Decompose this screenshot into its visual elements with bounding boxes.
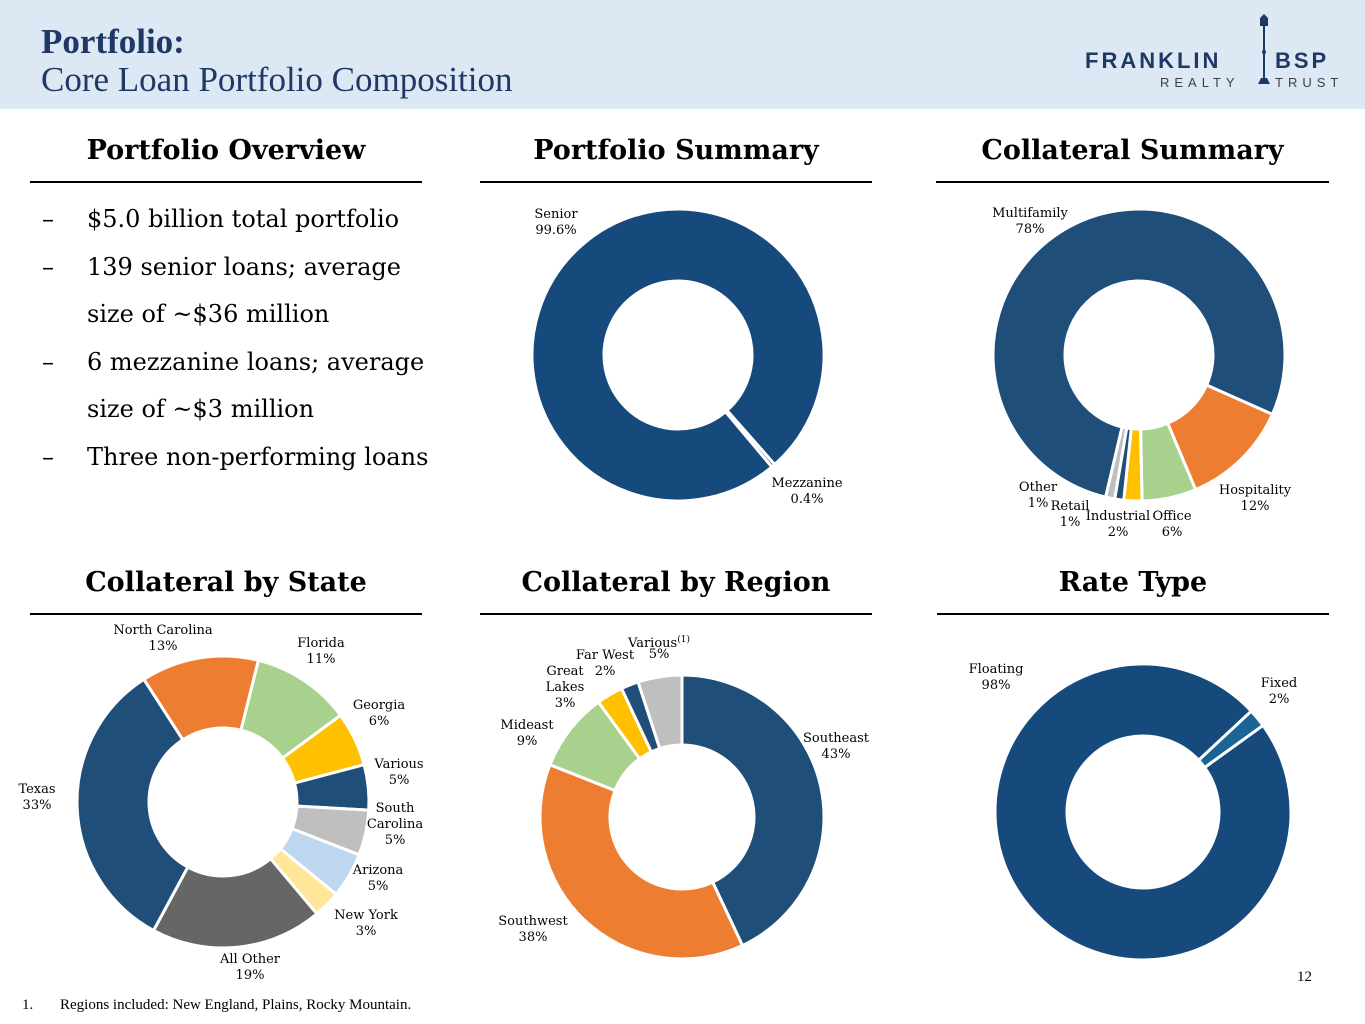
logo-sub-right: TRUST <box>1275 75 1344 90</box>
section-rule <box>937 613 1329 615</box>
collateral-by-state-slice-label: Florida 11% <box>297 636 345 667</box>
section-title-rate-type: Rate Type <box>1058 567 1208 598</box>
portfolio-summary-slice <box>723 408 777 469</box>
overview-bullet: –139 senior loans; average size of ~$36 … <box>42 244 432 339</box>
collateral-by-state-slice-label: Various 5% <box>373 757 423 788</box>
footnote-text: Regions included: New England, Plains, R… <box>60 997 412 1013</box>
collateral-by-region-slice <box>636 673 684 751</box>
rate-type-slice <box>993 662 1293 962</box>
collateral-by-state-chart: Florida 11% Georgia 6% Various 5% South Carolin… <box>18 623 423 983</box>
collateral-by-region-slice-label: Southwest 38% <box>498 914 568 945</box>
portfolio-summary-chart: Senior 99.6% Mezzanine 0.4% <box>530 207 843 507</box>
footnote-number: 1. <box>22 997 34 1013</box>
page-subtitle: Core Loan Portfolio Composition <box>41 60 513 99</box>
collateral-by-region-slice-label: Mideast 9% <box>500 718 554 749</box>
collateral-by-state-slice <box>75 677 190 933</box>
collateral-summary-slice-label: Office 6% <box>1152 509 1191 540</box>
section-rule <box>480 613 872 615</box>
bullet-dash: – <box>42 205 54 233</box>
rate-type-slice-label: Fixed 2% <box>1261 676 1298 707</box>
collateral-summary-chart: Multifamily 78% Hospitality 12% Office 6%Indu… <box>991 206 1292 540</box>
section-rule <box>30 181 422 183</box>
collateral-by-region-slice-label: Various(1) 5% <box>627 634 690 662</box>
logo-word-right: BSP <box>1275 48 1330 73</box>
collateral-by-state-slice-label: Texas 33% <box>18 782 55 813</box>
page-number: 12 <box>1297 969 1312 985</box>
section-title-collateral-summary: Collateral Summary <box>981 135 1284 166</box>
section-rule <box>936 181 1329 183</box>
collateral-by-state-slice <box>151 856 319 950</box>
collateral-by-state-slice-label: North Carolina 13% <box>113 623 213 654</box>
overview-bullet: – $5.0 billion total portfolio <box>42 196 432 244</box>
portfolio-summary-slice-label: Senior 99.6% <box>534 207 578 238</box>
collateral-by-state-slice <box>141 654 261 742</box>
section-title-overview: Portfolio Overview <box>86 135 366 166</box>
collateral-summary-slice-label: Multifamily 78% <box>992 206 1068 237</box>
lamp-post-icon <box>1258 14 1270 84</box>
rate-type-chart: Fixed 2% Floating 98% <box>969 662 1298 962</box>
collateral-summary-slice-label: Retail 1% <box>1051 499 1090 530</box>
bullet-dash: – <box>42 347 54 376</box>
overview-bullet: –6 mezzanine loans; average size of ~$3 … <box>42 339 432 434</box>
logo-word-left: FRANKLIN <box>1085 48 1222 73</box>
collateral-by-state-slice-label: Arizona 5% <box>352 863 404 894</box>
collateral-by-state-slice-label: South Carolina 5% <box>367 801 423 848</box>
section-title-portfolio-summary: Portfolio Summary <box>533 135 819 166</box>
collateral-summary-slice-label: Other 1% <box>1019 480 1058 511</box>
collateral-by-state-slice-label: Georgia 6% <box>353 698 406 729</box>
collateral-by-state-slice-label: New York 3% <box>334 908 398 939</box>
portfolio-summary-slice-label: Mezzanine 0.4% <box>771 476 842 507</box>
overview-bullet: – Three non-performing loans <box>42 434 432 482</box>
overview-bullet-list: – $5.0 billion total portfolio –139 senio… <box>42 196 432 481</box>
rate-type-slice-label: Floating 98% <box>969 662 1024 693</box>
collateral-summary-slice-label: Hospitality 12% <box>1219 483 1292 514</box>
section-title-collateral-by-region: Collateral by Region <box>521 567 831 598</box>
section-rule <box>30 613 422 615</box>
section-rule <box>480 181 872 183</box>
collateral-by-region-slice <box>680 673 826 948</box>
logo-sub-left: REALTY <box>1160 75 1240 90</box>
collateral-summary-slice <box>1103 425 1129 501</box>
portfolio-summary-slice <box>530 207 826 503</box>
collateral-summary-slice-label: Industrial 2% <box>1086 509 1150 540</box>
section-title-collateral-by-state: Collateral by State <box>85 567 367 598</box>
bullet-dash: – <box>42 442 54 471</box>
footnote: 1. Regions included: New England, Plains,… <box>22 997 411 1014</box>
company-logo: FRANKLIN BSP REALTY TRUST <box>1085 12 1355 92</box>
collateral-summary-slice <box>991 207 1287 499</box>
header-band <box>0 0 1365 109</box>
collateral-by-region-slice-label: Great Lakes 3% <box>546 664 585 711</box>
page-title: Portfolio: <box>41 22 185 61</box>
collateral-by-region-slice-label: Southeast 43% <box>803 731 870 762</box>
collateral-by-region-chart: Southeast 43% Southwest 38% Mideast 9% Great La… <box>498 634 870 961</box>
collateral-by-state-slice-label: All Other 19% <box>219 952 281 983</box>
bullet-dash: – <box>42 252 54 281</box>
collateral-by-region-slice-label: Far West 2% <box>576 648 635 679</box>
collateral-by-region-slice <box>538 762 745 961</box>
